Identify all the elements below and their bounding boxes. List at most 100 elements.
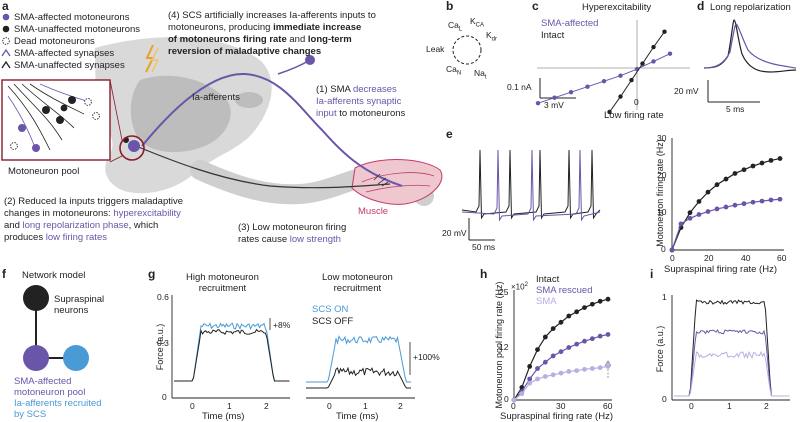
pool-point: [542, 334, 548, 340]
pool-point: [589, 301, 595, 307]
panel-c-scale-y: 0.1 nA: [507, 82, 532, 92]
iv-point: [568, 90, 574, 95]
channel-na-t: Nat: [474, 68, 487, 81]
panel-d-traces: [703, 19, 797, 103]
panel-i-ylabel: Force (a.u.): [655, 325, 665, 373]
panel-g-pct-low: +100%: [413, 352, 440, 362]
pool-point: [589, 336, 595, 342]
rate-point: [741, 201, 747, 207]
panel-g-pct-high: +8%: [273, 320, 291, 330]
note-4: (4) SCS artificially increases Ia-affere…: [168, 10, 376, 57]
pool-point: [527, 380, 533, 386]
panel-c-legend-intact: Intact: [541, 30, 565, 41]
pool-point: [574, 368, 580, 373]
panel-g-xlabel-left: Time (ms): [202, 411, 245, 422]
pool-point: [558, 349, 564, 355]
panel-g-annotations: [269, 318, 411, 375]
panel-label-a: a: [2, 0, 9, 13]
iv-point: [607, 109, 612, 115]
ion-channel-diagram: [452, 35, 482, 65]
rate-point: [759, 160, 765, 166]
panel-g-ytick: 0.6: [157, 292, 169, 302]
rate-point: [723, 176, 729, 182]
pool-point: [535, 347, 540, 352]
pool-point: [519, 391, 525, 397]
panel-g-xtick: 1: [227, 401, 232, 411]
panel-g-xlabel-right: Time (ms): [336, 411, 379, 422]
pool-point: [542, 374, 548, 379]
panel-h-ytick: 12: [499, 342, 509, 352]
panel-g-legend-scs-on: SCS ON: [312, 304, 349, 315]
panel-h-legend-rescued: SMA rescued: [536, 285, 593, 296]
pool-point: [535, 366, 540, 371]
rate-point: [687, 210, 693, 216]
pool-point: [542, 359, 548, 365]
pool-point: [566, 345, 572, 350]
pool-point: [550, 353, 556, 359]
pool-point: [597, 298, 603, 304]
panel-h-legend-sma: SMA: [536, 296, 557, 307]
spike-trace-sma: [461, 149, 601, 222]
note-1: (1) SMA decreases Ia-afferents synaptic …: [316, 84, 406, 119]
panel-e-ytick: 30: [657, 133, 667, 143]
panel-e-spike-traces: [461, 149, 601, 222]
panel-c-axes: [537, 20, 690, 110]
panel-e-xlabel: Supraspinal firing rate (Hz): [664, 264, 777, 275]
panel-g-force-traces: [174, 322, 411, 389]
panel-h-xtick: 60: [603, 401, 613, 411]
panel-e-chart-axes: [671, 138, 784, 251]
rate-point: [777, 196, 783, 202]
panel-d-title: Long repolarization: [710, 2, 791, 13]
pool-point: [550, 326, 556, 331]
panel-i-xtick: 0: [689, 401, 694, 411]
panel-f-ia: Ia-afferents recruited by SCS: [14, 398, 102, 420]
panel-h-exponent: ×102: [511, 282, 528, 292]
pool-point: [589, 366, 595, 371]
channel-ca-l: CaL: [448, 20, 463, 33]
panel-c-scale-x: 3 mV: [544, 100, 564, 110]
pool-point: [605, 296, 611, 302]
panel-c-xlabel: Low firing rate: [604, 110, 664, 121]
panel-h-ytick: 25: [499, 287, 509, 297]
iv-point: [618, 94, 623, 99]
pool-point: [574, 309, 580, 315]
panel-label-h: h: [480, 267, 488, 281]
panel-e-ylabel: Motoneuron firing rate (Hz): [655, 139, 665, 247]
legend-dead-motoneurons: Dead motoneurons: [14, 36, 95, 47]
rate-point: [768, 197, 774, 203]
channel-leak: Leak: [426, 44, 445, 54]
legend-sma-unaffected-synapses: SMA-unaffected synapses: [14, 60, 125, 71]
panel-h-ytick: 0: [504, 394, 509, 404]
supraspinal-node: [23, 285, 49, 311]
iv-point: [585, 84, 590, 89]
panel-e-scale-y: 20 mV: [442, 228, 467, 238]
panel-f-supraspinal: Supraspinal neurons: [54, 294, 105, 316]
panel-e-xtick: 40: [741, 253, 751, 263]
panel-f-pool: SMA-affected motoneuron pool: [14, 376, 86, 398]
panel-label-e: e: [446, 127, 453, 141]
force-trace-low-scs-on: [306, 335, 411, 383]
panel-e-xtick: 20: [704, 253, 714, 263]
force-trace-high-scs-off: [174, 328, 290, 382]
panel-g-legend-scs-off: SCS OFF: [312, 316, 354, 327]
panel-g-title-high: High motoneuron recruitment: [186, 272, 259, 294]
iv-point: [651, 44, 656, 50]
panel-e-scale: [468, 218, 495, 241]
rate-point: [687, 215, 693, 221]
panel-h-xtick: 30: [556, 401, 566, 411]
panel-g-axes: [171, 295, 415, 399]
panel-g-ytick: 0: [162, 392, 167, 402]
panel-label-f: f: [2, 267, 6, 281]
note-3: (3) Low motoneuron firing rates cause lo…: [238, 222, 347, 245]
iv-line-intact: [609, 31, 665, 113]
rate-point: [714, 206, 720, 212]
panel-e-ytick: 20: [657, 170, 667, 180]
panel-c-legend-sma: SMA-affected: [541, 18, 599, 29]
force-trace-sma-rescued: [674, 329, 790, 397]
rate-point: [696, 199, 702, 204]
pool-point: [597, 365, 603, 371]
pool-point: [527, 364, 533, 369]
rate-point: [750, 199, 756, 205]
channel-k-dr: Kdr: [486, 30, 498, 43]
